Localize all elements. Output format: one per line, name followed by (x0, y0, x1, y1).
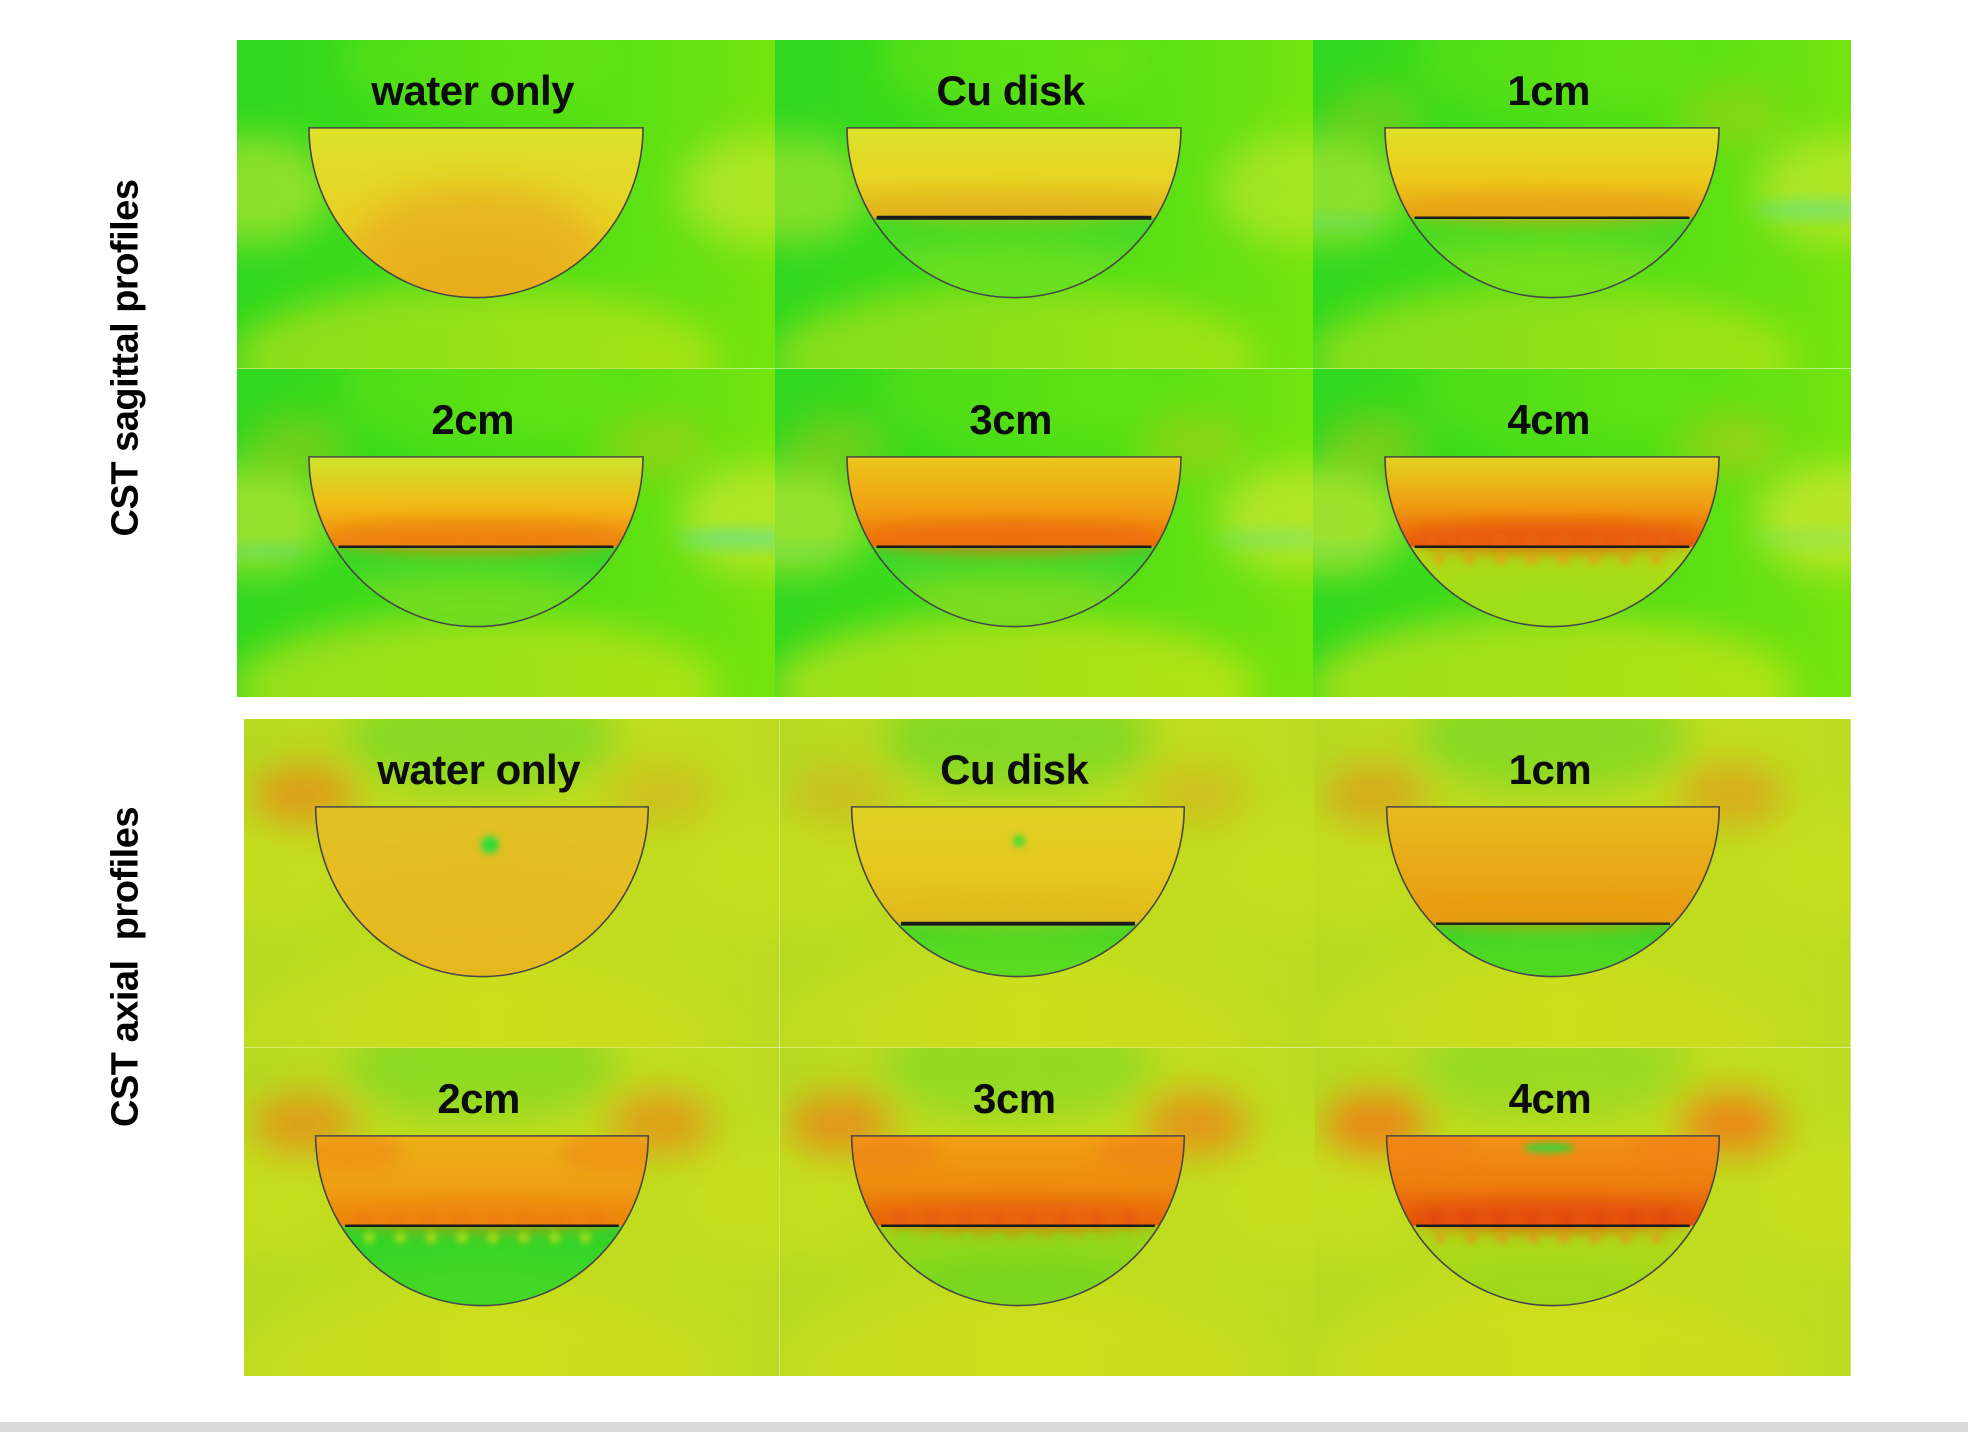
panel-axial-4cm: 4cm (1315, 1047, 1851, 1376)
heatmap-image (775, 368, 1313, 697)
panel-sagittal-3cm: 3cm (775, 368, 1313, 697)
heatmap-image (1313, 40, 1851, 369)
panel-label: 1cm (1508, 746, 1592, 793)
panel-label: Cu disk (940, 746, 1089, 793)
panel-axial-1cm: 1cm (1315, 719, 1851, 1048)
heatmap-image (244, 719, 780, 1048)
panel-label: 3cm (972, 1074, 1056, 1122)
panel-label: Cu disk (936, 67, 1086, 114)
row-label-sagittal-profiles: CST sagittal profiles (104, 179, 147, 537)
heatmap-image (779, 1047, 1316, 1376)
panel-label: 2cm (431, 395, 514, 443)
panel-label: 3cm (969, 395, 1052, 443)
panel-label: 4cm (1508, 1074, 1592, 1122)
panel-axial-cu-disk: Cu disk (779, 719, 1316, 1048)
panel-label: water only (377, 746, 580, 793)
axial-profiles-grid: water only Cu disk 1cm 2cm (244, 719, 1851, 1376)
heatmap-image (775, 40, 1313, 369)
panel-sagittal-cu-disk: Cu disk (775, 40, 1313, 369)
panel-sagittal-2cm: 2cm (237, 368, 775, 697)
panel-axial-water-only: water only (244, 719, 780, 1048)
heatmap-image (1315, 1047, 1851, 1376)
heatmap-image (779, 719, 1316, 1048)
panel-label: water only (371, 67, 575, 114)
heatmap-image (237, 40, 775, 369)
panel-sagittal-4cm: 4cm (1313, 368, 1851, 697)
panel-axial-2cm: 2cm (244, 1047, 780, 1376)
panel-sagittal-1cm: 1cm (1313, 40, 1851, 369)
heatmap-image (237, 368, 775, 697)
bottom-window-edge-bar (0, 1422, 1968, 1432)
panel-axial-3cm: 3cm (779, 1047, 1316, 1376)
panel-label: 2cm (437, 1074, 520, 1122)
panel-label: 4cm (1507, 395, 1590, 443)
heatmap-image (1313, 368, 1851, 697)
sagittal-profiles-grid: water only Cu disk 1cm 2cm (237, 40, 1851, 697)
panel-label: 1cm (1507, 67, 1590, 114)
row-label-axial-profiles: CST axial profiles (104, 807, 147, 1127)
heatmap-image (1315, 719, 1851, 1048)
heatmap-image (244, 1047, 780, 1376)
panel-sagittal-water-only: water only (237, 40, 775, 369)
